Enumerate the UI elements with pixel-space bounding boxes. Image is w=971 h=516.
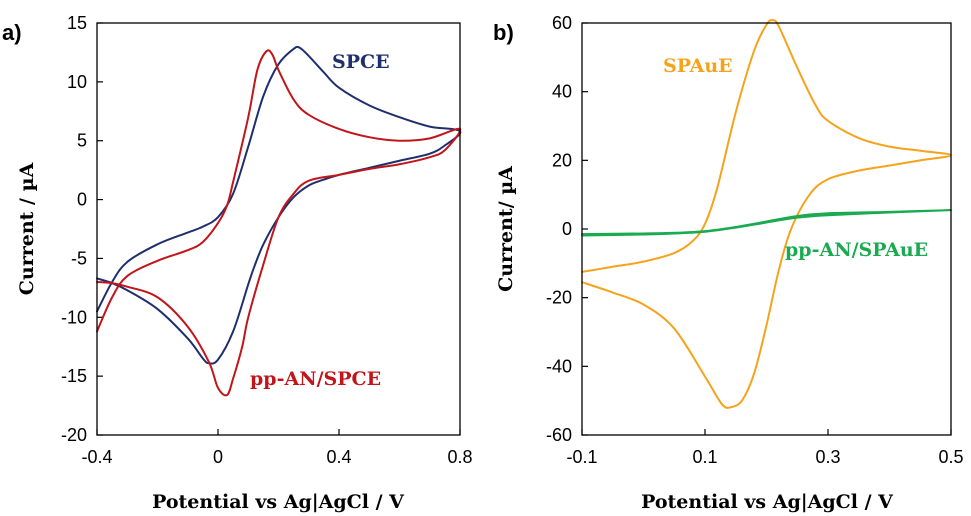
panel-a-y-tick-label: -20 (61, 425, 87, 445)
panel-b-x-tick-label: -0.1 (566, 447, 597, 467)
panel-a-series-label-pp-an-spce: pp-AN/SPCE (250, 368, 381, 390)
panel-a-series-spce (96, 45, 462, 365)
panel-a-y-tick-label: 10 (67, 72, 87, 92)
panel-a-y-tick-label: 15 (67, 13, 87, 33)
panel-b-x-tick-label: 0.3 (815, 447, 840, 467)
panel-b-y-tick-label: -20 (546, 288, 572, 308)
panel-a-series (96, 45, 462, 397)
panel-b-y-tick-label: -60 (546, 425, 572, 445)
panel-b-x-tick-label: 0.1 (692, 447, 717, 467)
panel-b-y-tick-label: 40 (552, 82, 572, 102)
panel-a-x-tick-label: -0.4 (81, 447, 112, 467)
panel-a-y-tick-labels: -20 -15 -10 -5 0 5 10 15 (61, 13, 87, 445)
panel-a-y-tick-label: 5 (77, 131, 87, 151)
panel-b-plot-frame (581, 22, 952, 436)
panel-a-x-tick-label: 0.8 (447, 447, 472, 467)
panel-a-y-tick-label: 0 (77, 190, 87, 210)
panel-b-series-label-pp-an-spaue: pp-AN/SPAuE (785, 239, 928, 261)
panel-b-y-tick-labels: -60 -40 -20 0 20 40 60 (546, 13, 572, 445)
panel-a-y-tick-label: -10 (61, 307, 87, 327)
panel-b-y-tick-label: 0 (562, 219, 572, 239)
panel-b-x-tick-label: 0.5 (938, 447, 963, 467)
panel-b-y-axis-title: Current/ µA (495, 166, 517, 292)
panel-a-y-tick-label: -5 (71, 248, 87, 268)
panel-b-y-tick-label: -40 (546, 356, 572, 376)
panel-b-letter: b) (493, 20, 514, 45)
panel-a-plot-frame (96, 22, 461, 436)
panel-a: a) -20 -15 -10 -5 0 5 10 15 -0.4 0 0.4 0.8 Current… (2, 13, 473, 513)
panel-a-series-label-spce: SPCE (332, 51, 390, 73)
panel-b-series-spaue (581, 19, 952, 409)
panel-a-x-tick-label: 0.4 (326, 447, 351, 467)
panel-b-ticks (581, 22, 952, 436)
panel-b: b) -60 -40 -20 0 20 40 60 -0.1 0.1 0.3 0.5 Curren… (493, 13, 964, 513)
panel-a-x-axis-title: Potential vs Ag|AgCl / V (152, 491, 405, 513)
panel-b-x-axis-title: Potential vs Ag|AgCl / V (641, 491, 894, 513)
panel-b-x-tick-labels: -0.1 0.1 0.3 0.5 (566, 447, 963, 467)
panel-a-y-axis-title: Current / µA (16, 163, 38, 296)
panel-b-y-tick-label: 20 (552, 150, 572, 170)
panel-a-series-pp-an-spce (96, 49, 462, 397)
panel-a-x-tick-label: 0 (213, 447, 223, 467)
panel-b-y-tick-label: 60 (552, 13, 572, 33)
panel-a-letter: a) (2, 20, 22, 45)
panel-a-x-tick-labels: -0.4 0 0.4 0.8 (81, 447, 472, 467)
panel-b-series-pp-an-spaue (581, 209, 952, 237)
panel-b-series-label-spaue: SPAuE (663, 55, 733, 77)
panel-b-series (581, 19, 952, 409)
panel-a-y-tick-label: -15 (61, 366, 87, 386)
